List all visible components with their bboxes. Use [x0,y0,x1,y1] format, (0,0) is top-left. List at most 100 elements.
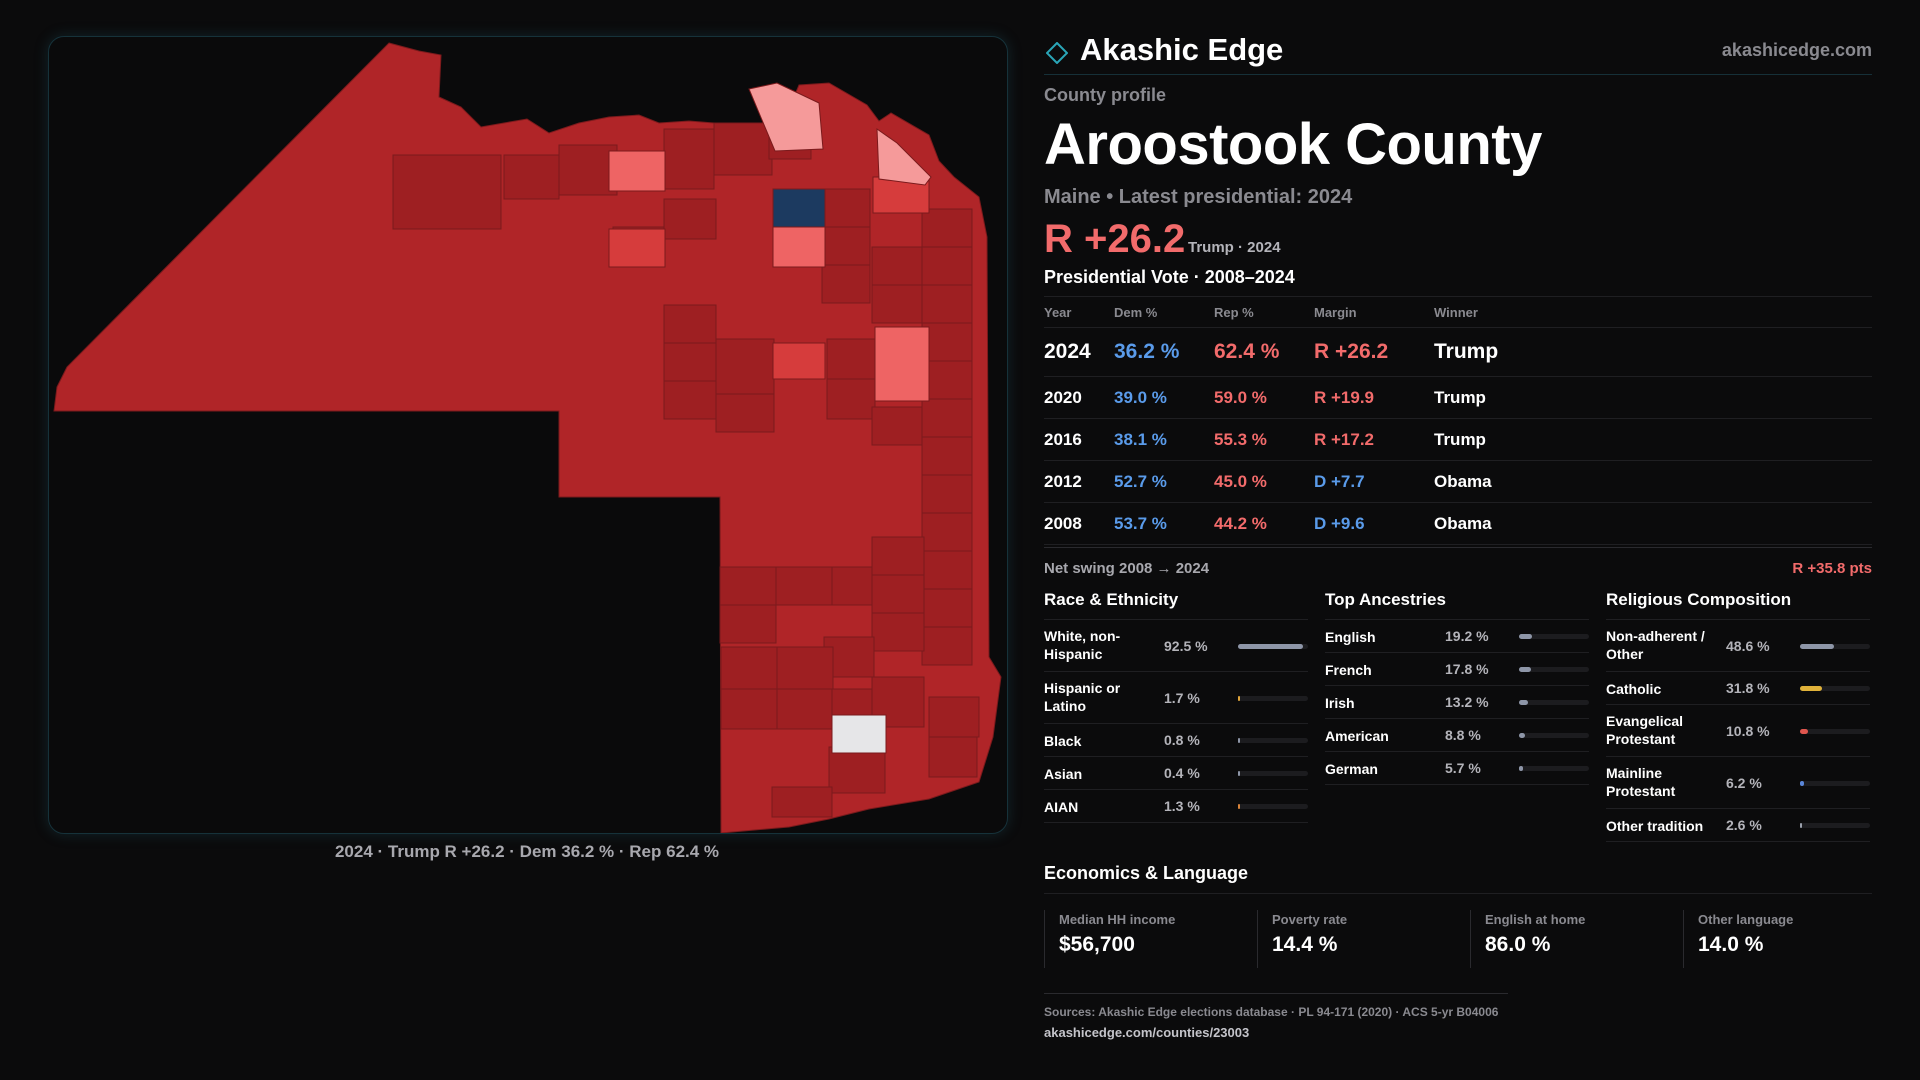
county-subdivision[interactable] [831,566,873,606]
county-subdivision[interactable] [715,338,775,395]
county-subdivision[interactable] [921,588,973,628]
stat-bar [1238,643,1308,649]
county-profile-panel: Akashic Edge akashicedge.com County prof… [1044,30,1872,850]
table-row: 2012 52.7 % 45.0 % D +7.7 Obama [1044,460,1872,503]
table-row: 2016 38.1 % 55.3 % R +17.2 Trump [1044,418,1872,461]
county-subdivision[interactable] [771,786,833,818]
county-subdivision[interactable] [392,154,502,230]
stat-bar-fill [1238,738,1240,743]
county-subdivision[interactable] [720,688,778,730]
col-year: Year [1044,297,1114,328]
row-winner: Trump [1434,376,1872,419]
county-subdivision[interactable] [831,714,887,754]
county-subdivision[interactable] [871,246,923,286]
county-subdivision[interactable] [663,304,717,344]
stat-value: 0.4 % [1164,765,1200,781]
table-row: 2020 39.0 % 59.0 % R +19.9 Trump [1044,376,1872,419]
econ-section-title: Economics & Language [1044,863,1249,883]
stat-bar [1238,771,1308,776]
county-subdivision[interactable] [663,342,717,382]
county-subdivision[interactable] [775,566,833,606]
county-subdivision[interactable] [921,284,973,324]
stat-bar-fill [1800,823,1802,828]
sources-url-link[interactable]: akashicedge.com/counties/23003 [1044,1025,1250,1040]
county-subdivision[interactable] [821,264,871,304]
stat-label: Hispanic or Latino [1044,680,1121,714]
stat-value: 19.2 % [1445,628,1489,644]
county-subdivision[interactable] [921,208,973,248]
county-subdivision[interactable] [663,380,717,420]
stat-value: 31.8 % [1726,680,1770,696]
net-swing-label: Net swing 2008 → 2024 [1044,560,1210,577]
stat-label: Other tradition [1606,818,1704,834]
county-subdivision[interactable] [720,646,778,690]
list-item: Catholic 31.8 % [1606,672,1870,705]
county-subdivision[interactable] [928,736,978,778]
county-subdivision[interactable] [713,122,773,176]
county-subdivision[interactable] [871,612,925,652]
county-subdivision[interactable] [876,128,932,186]
county-subdivision[interactable] [719,604,777,644]
row-margin: R +26.2 [1314,327,1434,377]
county-subdivision[interactable] [821,188,871,228]
brand-url-link[interactable]: akashicedge.com [1721,40,1872,60]
county-subdivision[interactable] [871,536,925,576]
county-subdivision[interactable] [663,128,715,190]
county-subdivision[interactable] [715,393,775,433]
demographics: Race & Ethnicity White, non-Hispanic 92.5… [1044,590,1872,850]
county-subdivision[interactable] [821,226,871,266]
county-map-panel[interactable] [48,36,1008,834]
county-subdivision[interactable] [921,474,973,514]
stat-value: 1.3 % [1164,798,1200,814]
latest-margin-note: Trump · 2024 [1188,239,1281,256]
county-subdivision[interactable] [826,378,876,420]
list-item: American 8.8 % [1325,719,1589,752]
county-subdivision[interactable] [663,198,717,240]
stat-bar [1519,733,1589,738]
econ-card-value: $56,700 [1059,933,1135,956]
stat-bar-fill [1238,771,1240,776]
row-year: 2020 [1044,376,1114,419]
county-subdivision[interactable] [608,150,666,192]
county-subdivision[interactable] [748,82,824,152]
ancestry-section-title: Top Ancestries [1325,590,1589,620]
county-subdivision[interactable] [928,696,980,738]
stat-bar [1519,700,1589,705]
county-subdivision[interactable] [608,228,666,268]
stat-value: 92.5 % [1164,637,1208,654]
row-year: 2012 [1044,460,1114,503]
county-subdivision[interactable] [871,406,923,446]
stat-value: 2.6 % [1726,817,1762,833]
county-subdivision[interactable] [772,226,826,268]
county-subdivision[interactable] [921,550,973,590]
county-subdivision[interactable] [921,398,973,438]
county-subdivision[interactable] [503,154,560,200]
county-subdivision[interactable] [776,688,834,730]
county-subdivision[interactable] [871,284,923,324]
county-subdivision[interactable] [921,512,973,552]
county-subdivision[interactable] [772,188,826,228]
county-subdivision[interactable] [921,436,973,476]
stat-label: White, non-Hispanic [1044,628,1121,662]
county-subdivision[interactable] [871,574,925,614]
county-subdivision[interactable] [772,342,826,380]
county-subdivision[interactable] [874,326,930,402]
row-year: 2008 [1044,502,1114,545]
county-subdivision[interactable] [826,338,876,380]
county-subdivision[interactable] [921,246,973,286]
stat-bar-fill [1519,634,1532,639]
stat-bar [1800,728,1870,734]
county-subdivision[interactable] [776,646,834,690]
county-subdivision[interactable] [558,144,618,196]
net-swing: Net swing 2008 → 2024 R +35.8 pts [1044,547,1872,586]
stat-bar-fill [1800,780,1804,786]
county-subdivision[interactable] [828,746,886,794]
county-map[interactable] [49,37,1007,833]
stat-bar-fill [1238,804,1240,809]
stat-label: Asian [1044,766,1083,782]
county-subdivision[interactable] [921,626,973,666]
county-subdivision[interactable] [719,566,777,606]
row-year: 2016 [1044,418,1114,461]
vote-table: Year Dem % Rep % Margin Winner 2024 36.2… [1044,297,1872,545]
stat-label: English [1325,629,1376,645]
